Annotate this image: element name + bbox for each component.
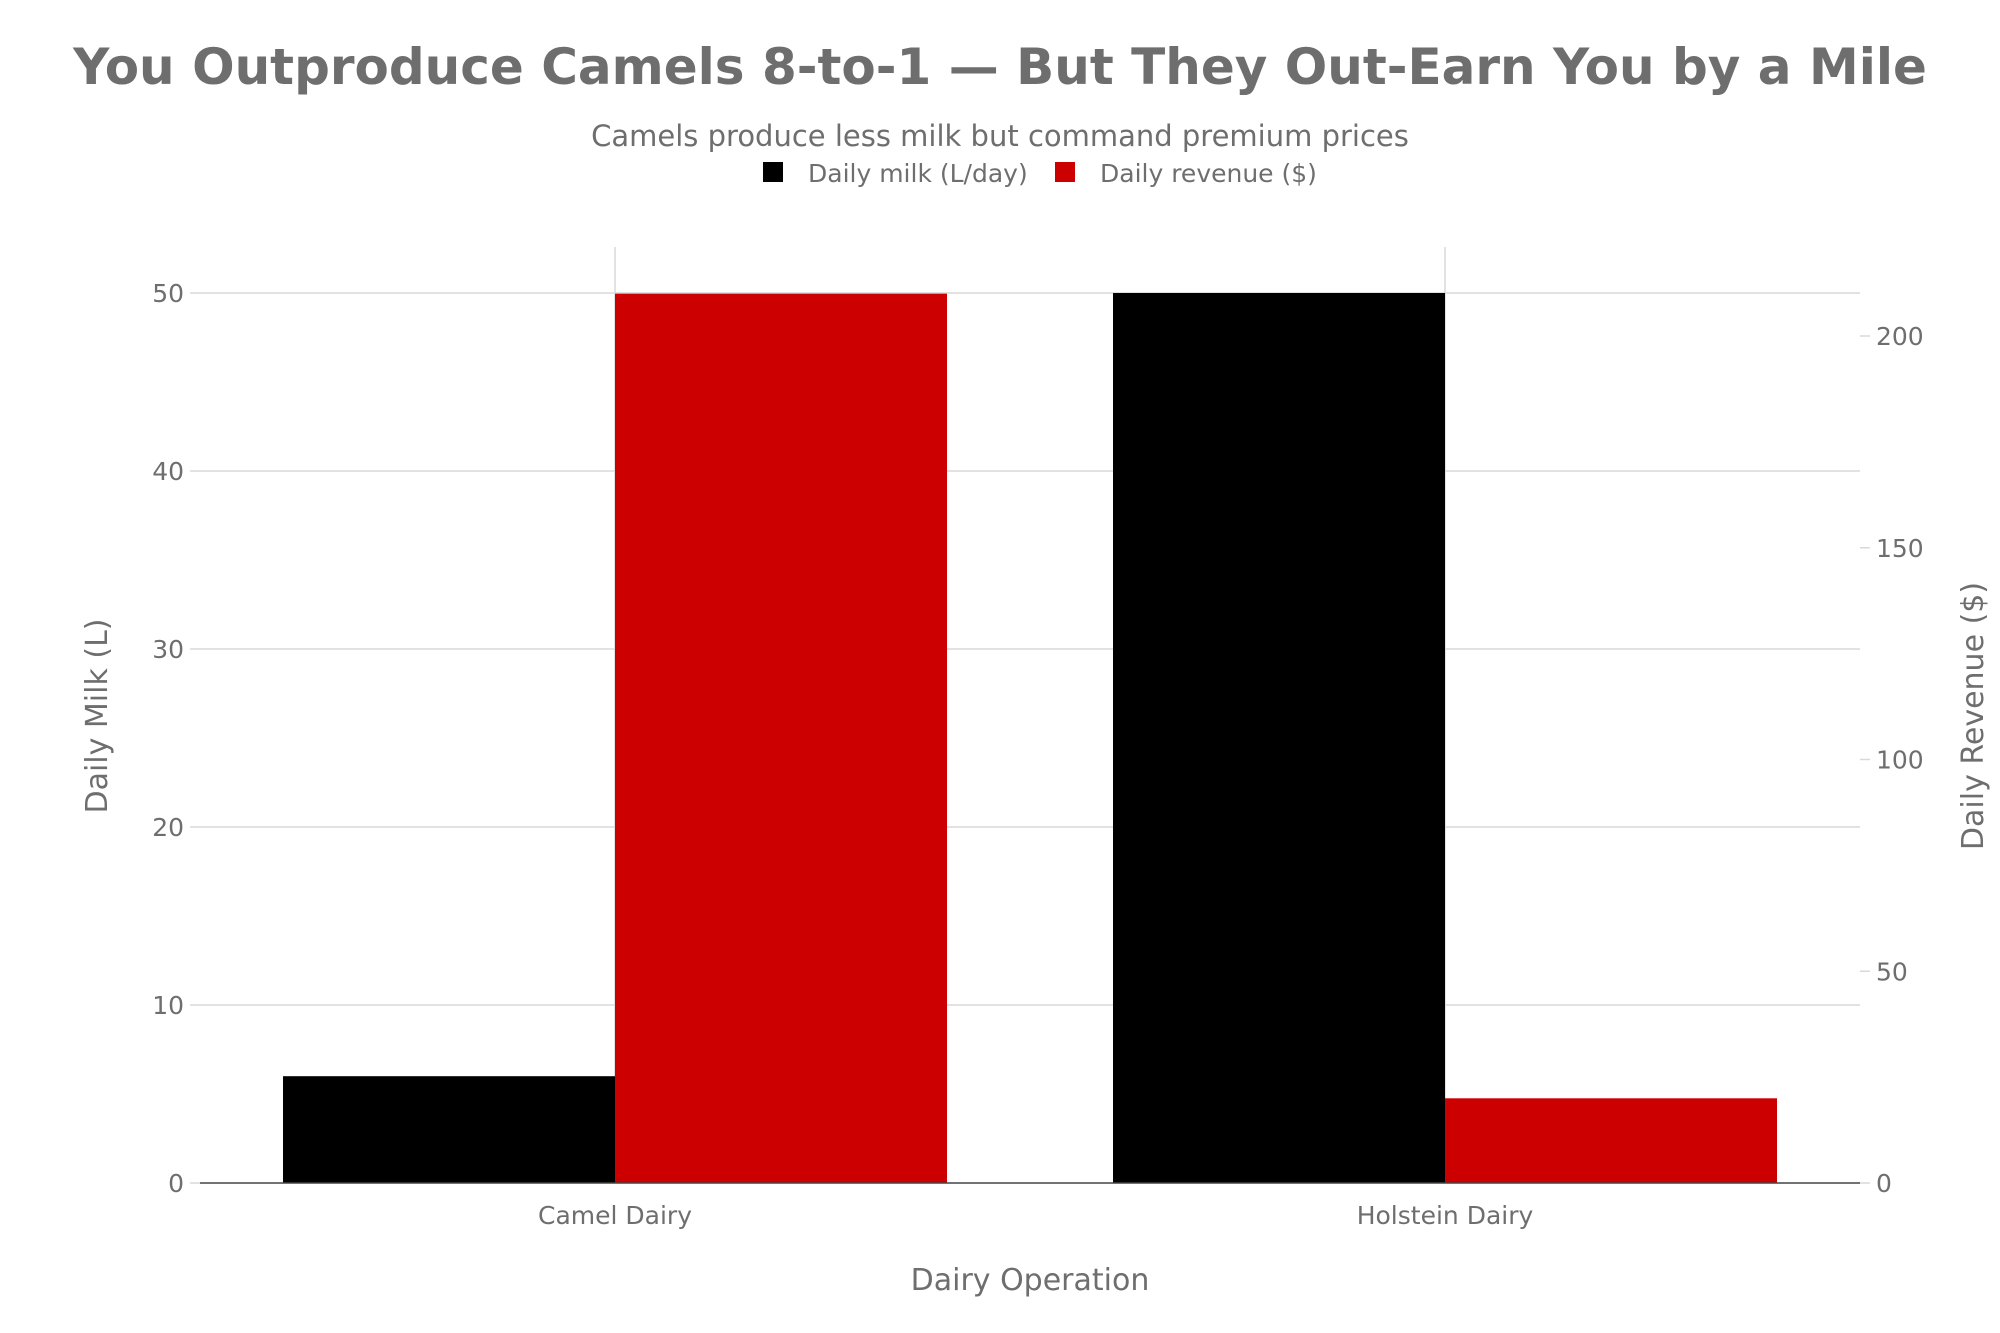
legend-swatch-daily-milk: [763, 162, 783, 182]
x-tick-label: Camel Dairy: [538, 1201, 692, 1230]
y-tick-label: 0: [168, 1169, 184, 1198]
y-tick-label: 50: [152, 279, 184, 308]
y2-tick-label: 200: [1876, 322, 1924, 351]
gridlines: [200, 247, 1860, 1183]
bar-daily-milk-holstein: [1113, 293, 1445, 1183]
legend-label-daily-milk: Daily milk (L/day): [808, 159, 1028, 188]
bar-daily-revenue-holstein: [1445, 1098, 1777, 1183]
y2-tick-label: 100: [1876, 746, 1924, 775]
chart-title: You Outproduce Camels 8-to-1 — But They …: [72, 38, 1927, 96]
bar-daily-revenue-camel: [615, 293, 947, 1183]
y-tick-label: 30: [152, 635, 184, 664]
y-axis-title: Daily Milk (L): [80, 618, 115, 813]
y2-tick-label: 50: [1876, 957, 1908, 986]
y-tick-label: 40: [152, 457, 184, 486]
axes: 0 10 20 30 40 50 0 50 100 150 200 Camel Dairy Holste…: [152, 279, 1924, 1230]
y-tick-label: 10: [152, 991, 184, 1020]
y2-tick-label: 150: [1876, 534, 1924, 563]
y2-tick-label: 0: [1876, 1169, 1892, 1198]
y2-axis-title: Daily Revenue ($): [1956, 582, 1991, 850]
legend-swatch-daily-revenue: [1055, 162, 1075, 182]
x-tick-label: Holstein Dairy: [1357, 1201, 1534, 1230]
chart-legend: Daily milk (L/day) Daily revenue ($): [763, 159, 1317, 188]
x-axis-title: Dairy Operation: [911, 1263, 1150, 1298]
bars: [283, 293, 1777, 1183]
bar-daily-milk-camel: [283, 1076, 615, 1183]
chart-subtitle: Camels produce less milk but command pre…: [591, 119, 1409, 153]
legend-label-daily-revenue: Daily revenue ($): [1100, 159, 1317, 188]
y-tick-label: 20: [152, 813, 184, 842]
